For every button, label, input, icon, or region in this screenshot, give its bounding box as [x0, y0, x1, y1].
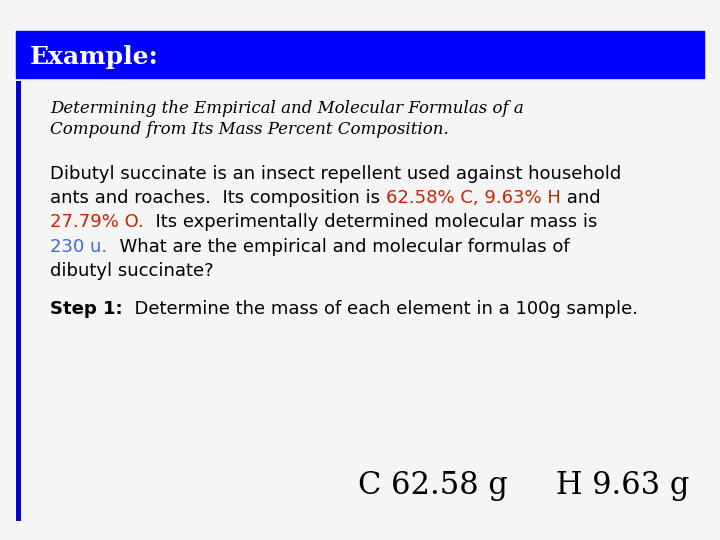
Text: 27.79% O.: 27.79% O. [50, 213, 144, 231]
Text: 62.58% C, 9.63% H: 62.58% C, 9.63% H [386, 189, 561, 207]
Text: Dibutyl succinate is an insect repellent used against household: Dibutyl succinate is an insect repellent… [50, 165, 621, 183]
Text: 230 u.: 230 u. [50, 238, 107, 255]
Text: H 9.63 g: H 9.63 g [556, 470, 690, 501]
Text: ants and roaches.  Its composition is: ants and roaches. Its composition is [50, 189, 386, 207]
Text: C 62.58 g: C 62.58 g [358, 470, 508, 501]
Text: Example:: Example: [30, 45, 159, 69]
Text: and: and [561, 189, 600, 207]
Text: Step 1:: Step 1: [50, 300, 123, 318]
Text: Determine the mass of each element in a 100g sample.: Determine the mass of each element in a … [123, 300, 638, 318]
Text: Compound from Its Mass Percent Composition.: Compound from Its Mass Percent Compositi… [50, 122, 449, 138]
Text: Determining the Empirical and Molecular Formulas of a: Determining the Empirical and Molecular … [50, 100, 524, 117]
Text: dibutyl succinate?: dibutyl succinate? [50, 262, 214, 280]
Text: Its experimentally determined molecular mass is: Its experimentally determined molecular … [144, 213, 598, 231]
FancyBboxPatch shape [16, 31, 704, 78]
Text: What are the empirical and molecular formulas of: What are the empirical and molecular for… [107, 238, 569, 255]
FancyBboxPatch shape [16, 81, 21, 521]
